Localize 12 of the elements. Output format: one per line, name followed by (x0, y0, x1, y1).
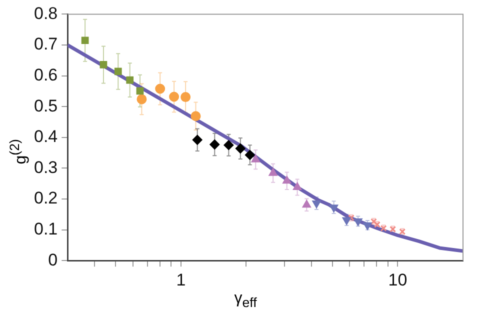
y-tick-label: 0 (48, 250, 58, 270)
x-tick-label: 10 (388, 270, 408, 290)
y-tick-label: 0.3 (34, 158, 58, 177)
x-axis-title: γ$_{eff}$ (233, 290, 258, 310)
y-tick-label: 0.2 (34, 188, 58, 208)
y-tick-label: 0.1 (34, 219, 58, 238)
y-tick-label: 0.6 (34, 65, 58, 84)
y-tick-label: 0.7 (34, 34, 58, 54)
x-tick-label: 1 (176, 270, 186, 290)
y-tick-label: 0.5 (34, 96, 58, 116)
y-tick-label: 0.4 (34, 127, 58, 146)
y-tick-label: 0.8 (34, 4, 58, 23)
